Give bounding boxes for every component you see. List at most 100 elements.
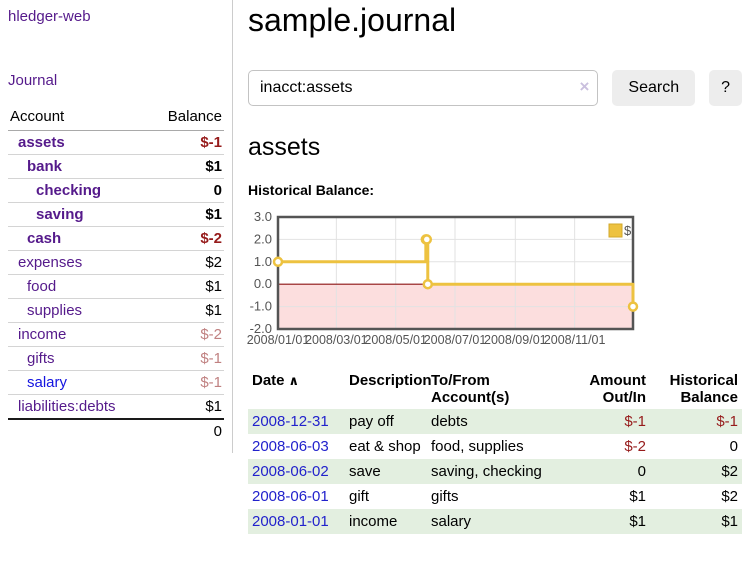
transaction-row: 2008-01-01 income salary $1 $1: [248, 509, 742, 534]
sidebar-account-link[interactable]: expenses: [18, 254, 83, 271]
transaction-date-link[interactable]: 2008-12-31: [252, 413, 329, 430]
account-balance: $-2: [149, 226, 224, 251]
sidebar-account-link[interactable]: bank: [27, 158, 63, 175]
account-balance: $1: [149, 202, 224, 227]
account-row: expenses $2: [8, 250, 224, 275]
transaction-date-cell: 2008-12-31: [248, 409, 345, 434]
account-row: salary $-1: [8, 370, 224, 395]
sidebar-account-link[interactable]: salary: [27, 374, 68, 391]
transaction-row: 2008-06-02 save saving, checking 0 $2: [248, 459, 742, 484]
data-point-marker: [422, 278, 434, 290]
y-tick-label: -1.0: [250, 299, 272, 314]
sidebar-item-journal[interactable]: Journal: [8, 72, 58, 89]
account-balance: $1: [149, 154, 224, 179]
help-button[interactable]: ?: [709, 70, 742, 106]
account-balance: $1: [149, 394, 224, 419]
transaction-date-cell: 2008-06-03: [248, 434, 345, 459]
transaction-amount: 0: [560, 459, 650, 484]
sidebar-account-link[interactable]: saving: [36, 206, 84, 223]
sidebar: hledger-web Journal Account Balance asse…: [0, 0, 233, 453]
account-balance: $-1: [149, 346, 224, 371]
transaction-accounts: food, supplies: [431, 438, 524, 455]
x-tick-label: 2008/01/01: [247, 333, 310, 347]
y-tick-label: 3.0: [254, 209, 272, 224]
transaction-accounts: saving, checking: [427, 459, 560, 484]
transaction-balance: $2: [721, 488, 738, 505]
transaction-date-cell: 2008-01-01: [248, 509, 345, 534]
account-balance: 0: [149, 178, 224, 203]
accounts-table: Account Balance assets $-1 bank $1 checking 0…: [8, 105, 224, 443]
transaction-balance: $-1: [650, 409, 742, 434]
y-tick-label: 0.0: [254, 276, 272, 291]
transaction-amount: $-1: [560, 409, 650, 434]
transaction-balance: 0: [729, 438, 738, 455]
account-row: income $-2: [8, 322, 224, 347]
x-tick-label: 2008/03/01: [305, 333, 368, 347]
account-heading: assets: [248, 133, 321, 161]
register-table: Date ∧ Description To/From Account(s) Amount…: [248, 369, 742, 534]
account-balance: $-1: [149, 370, 224, 395]
transaction-date-link[interactable]: 2008-06-02: [252, 463, 329, 480]
transaction-row: 2008-06-03 eat & shop food, supplies $-2 0: [248, 434, 742, 459]
account-row: bank $1: [8, 154, 224, 179]
clear-search-icon[interactable]: ×: [579, 77, 590, 96]
sidebar-account-link[interactable]: cash: [27, 230, 62, 247]
account-row: checking 0: [8, 178, 224, 203]
sidebar-account-link[interactable]: assets: [18, 134, 65, 151]
legend-swatch: [608, 223, 623, 238]
x-tick-label: 2008/11/01: [544, 333, 606, 347]
sidebar-account-link[interactable]: income: [18, 326, 67, 343]
account-balance: $-2: [149, 322, 224, 347]
x-tick-label: 2008/05/01: [364, 333, 427, 347]
transaction-amount: $1: [629, 488, 646, 505]
x-tick-label: 2008/09/01: [484, 333, 547, 347]
accounts-header-balance: Balance: [149, 105, 224, 131]
register-header: To/From Account(s): [431, 372, 510, 406]
y-tick-label: 2.0: [254, 231, 272, 246]
register-header: Description: [349, 372, 432, 389]
transaction-date-cell: 2008-06-01: [248, 484, 345, 509]
transaction-date-link[interactable]: 2008-01-01: [252, 513, 329, 530]
plot-border: [276, 215, 635, 331]
transaction-date-cell: 2008-06-02: [248, 459, 345, 484]
transaction-accounts: debts: [427, 409, 560, 434]
y-tick-label: -2.0: [250, 321, 272, 336]
legend-label: $: [624, 223, 632, 238]
accounts-header-account: Account: [8, 105, 150, 131]
transaction-description: save: [345, 459, 427, 484]
search-button[interactable]: Search: [612, 70, 696, 106]
account-row: assets $-1: [8, 131, 224, 155]
accounts-total-row: 0: [8, 418, 224, 443]
transaction-balance: $1: [650, 509, 742, 534]
search-form: × Search ?: [248, 70, 742, 106]
account-row: food $1: [8, 274, 224, 299]
sidebar-account-link[interactable]: gifts: [27, 350, 55, 367]
x-tick-label: 2008/07/01: [424, 333, 487, 347]
sidebar-account-link[interactable]: food: [27, 278, 57, 295]
app-title-link[interactable]: hledger-web: [8, 8, 91, 25]
account-row: cash $-2: [8, 226, 224, 251]
search-input[interactable]: [248, 70, 599, 106]
account-row: gifts $-1: [8, 346, 224, 371]
account-row: saving $1: [8, 202, 224, 227]
transaction-balance: $2: [650, 459, 742, 484]
data-point-marker: [627, 301, 639, 312]
sidebar-account-link[interactable]: liabilities:debts: [18, 398, 116, 415]
data-point-marker: [421, 234, 433, 245]
transaction-date-link[interactable]: 2008-06-01: [252, 488, 329, 505]
transaction-amount: $-2: [624, 438, 646, 455]
data-point-marker: [272, 256, 284, 268]
transaction-date-link[interactable]: 2008-06-03: [252, 438, 329, 455]
register-header[interactable]: Date ∧: [252, 372, 300, 389]
historical-balance-chart: $3.0 2.0 1.0 0.0 -1.0 -2.02008/01/012008/03/0…: [247, 209, 639, 347]
account-balance: $1: [149, 298, 224, 323]
sidebar-account-link[interactable]: checking: [36, 182, 102, 199]
transaction-amount: $1: [560, 509, 650, 534]
transaction-row: 2008-06-01 gift gifts $1 $2: [248, 484, 742, 509]
register-header: Amount Out/In: [589, 372, 646, 406]
transaction-description: pay off: [345, 409, 427, 434]
transaction-accounts: gifts: [431, 488, 459, 505]
accounts-total-value: 0: [149, 418, 224, 443]
sidebar-account-link[interactable]: supplies: [27, 302, 83, 319]
chart-title: Historical Balance:: [248, 182, 375, 198]
